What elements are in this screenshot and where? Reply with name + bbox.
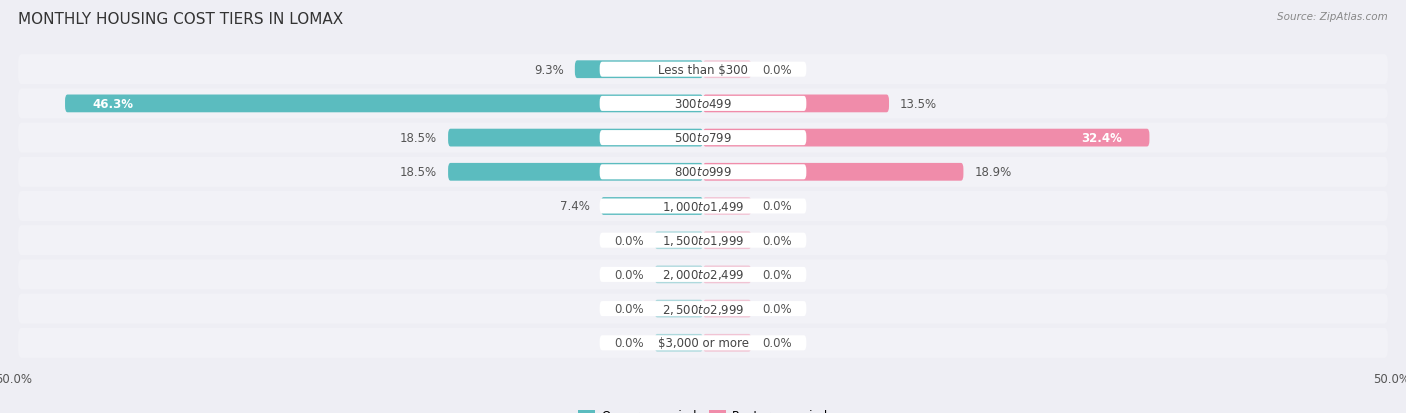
- FancyBboxPatch shape: [655, 334, 703, 352]
- Text: 0.0%: 0.0%: [762, 64, 792, 76]
- FancyBboxPatch shape: [18, 157, 1388, 188]
- Text: 0.0%: 0.0%: [762, 234, 792, 247]
- Text: $3,000 or more: $3,000 or more: [658, 337, 748, 349]
- FancyBboxPatch shape: [599, 62, 807, 78]
- FancyBboxPatch shape: [18, 192, 1388, 221]
- FancyBboxPatch shape: [703, 129, 1150, 147]
- Text: 0.0%: 0.0%: [762, 268, 792, 281]
- Text: $1,000 to $1,499: $1,000 to $1,499: [662, 199, 744, 214]
- Text: $300 to $499: $300 to $499: [673, 97, 733, 111]
- Text: 0.0%: 0.0%: [614, 302, 644, 316]
- FancyBboxPatch shape: [18, 260, 1388, 290]
- FancyBboxPatch shape: [703, 232, 751, 249]
- FancyBboxPatch shape: [599, 165, 807, 180]
- FancyBboxPatch shape: [703, 266, 751, 284]
- FancyBboxPatch shape: [18, 55, 1388, 85]
- Text: $1,500 to $1,999: $1,500 to $1,999: [662, 234, 744, 248]
- FancyBboxPatch shape: [599, 97, 807, 112]
- FancyBboxPatch shape: [599, 301, 807, 316]
- Text: 0.0%: 0.0%: [614, 268, 644, 281]
- FancyBboxPatch shape: [18, 123, 1388, 153]
- FancyBboxPatch shape: [599, 267, 807, 282]
- FancyBboxPatch shape: [703, 300, 751, 318]
- FancyBboxPatch shape: [18, 89, 1388, 119]
- FancyBboxPatch shape: [655, 232, 703, 249]
- FancyBboxPatch shape: [599, 199, 807, 214]
- FancyBboxPatch shape: [703, 334, 751, 352]
- Text: 18.5%: 18.5%: [399, 132, 437, 145]
- FancyBboxPatch shape: [703, 164, 963, 181]
- FancyBboxPatch shape: [599, 335, 807, 351]
- FancyBboxPatch shape: [18, 294, 1388, 324]
- Text: 0.0%: 0.0%: [762, 337, 792, 349]
- FancyBboxPatch shape: [655, 266, 703, 284]
- FancyBboxPatch shape: [600, 198, 703, 215]
- FancyBboxPatch shape: [65, 95, 703, 113]
- FancyBboxPatch shape: [703, 61, 751, 79]
- Text: 46.3%: 46.3%: [93, 97, 134, 111]
- Text: $2,000 to $2,499: $2,000 to $2,499: [662, 268, 744, 282]
- FancyBboxPatch shape: [655, 300, 703, 318]
- Text: Source: ZipAtlas.com: Source: ZipAtlas.com: [1277, 12, 1388, 22]
- FancyBboxPatch shape: [703, 95, 889, 113]
- Text: 7.4%: 7.4%: [560, 200, 591, 213]
- FancyBboxPatch shape: [18, 328, 1388, 358]
- Text: $800 to $999: $800 to $999: [673, 166, 733, 179]
- Text: MONTHLY HOUSING COST TIERS IN LOMAX: MONTHLY HOUSING COST TIERS IN LOMAX: [18, 12, 343, 27]
- FancyBboxPatch shape: [18, 225, 1388, 256]
- Text: 9.3%: 9.3%: [534, 64, 564, 76]
- Text: 0.0%: 0.0%: [614, 234, 644, 247]
- Text: Less than $300: Less than $300: [658, 64, 748, 76]
- FancyBboxPatch shape: [599, 233, 807, 248]
- FancyBboxPatch shape: [449, 129, 703, 147]
- Text: $2,500 to $2,999: $2,500 to $2,999: [662, 302, 744, 316]
- Text: $500 to $799: $500 to $799: [673, 132, 733, 145]
- Text: 0.0%: 0.0%: [762, 200, 792, 213]
- Text: 0.0%: 0.0%: [614, 337, 644, 349]
- FancyBboxPatch shape: [599, 131, 807, 146]
- Text: 13.5%: 13.5%: [900, 97, 938, 111]
- FancyBboxPatch shape: [449, 164, 703, 181]
- Text: 32.4%: 32.4%: [1081, 132, 1122, 145]
- Text: 18.9%: 18.9%: [974, 166, 1012, 179]
- Text: 18.5%: 18.5%: [399, 166, 437, 179]
- FancyBboxPatch shape: [703, 198, 751, 215]
- Legend: Owner-occupied, Renter-occupied: Owner-occupied, Renter-occupied: [572, 404, 834, 413]
- FancyBboxPatch shape: [575, 61, 703, 79]
- Text: 0.0%: 0.0%: [762, 302, 792, 316]
